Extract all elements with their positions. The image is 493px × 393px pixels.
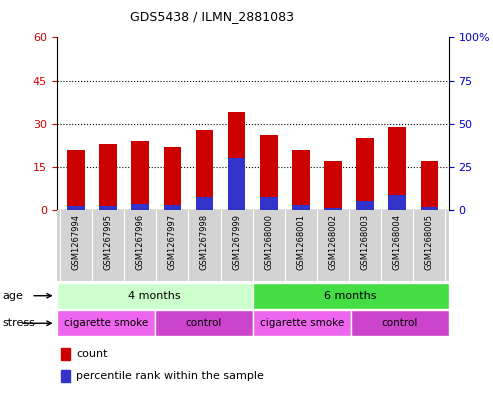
Text: GDS5438 / ILMN_2881083: GDS5438 / ILMN_2881083 [130,10,294,23]
Bar [356,138,374,210]
Bar [388,127,406,210]
Bar [57,283,252,309]
Bar [61,348,70,360]
Bar [252,283,449,309]
Bar [324,161,342,210]
Text: control: control [185,318,222,328]
Bar [228,158,246,210]
Bar [132,141,149,210]
Bar [99,144,117,210]
Bar [421,161,438,210]
Text: cigarette smoke: cigarette smoke [64,318,148,328]
Text: 6 months: 6 months [324,291,377,301]
Bar [155,310,252,336]
Text: GSM1267996: GSM1267996 [136,214,145,270]
Bar [260,197,278,210]
Bar [421,207,438,210]
Bar [164,147,181,210]
Text: cigarette smoke: cigarette smoke [259,318,344,328]
Bar [99,206,117,210]
Text: GSM1267999: GSM1267999 [232,214,241,270]
Text: GSM1267995: GSM1267995 [104,214,112,270]
Text: percentile rank within the sample: percentile rank within the sample [76,371,264,381]
Bar [57,310,155,336]
Bar [228,112,246,210]
Text: GSM1268002: GSM1268002 [328,214,338,270]
Bar [252,310,351,336]
Text: count: count [76,349,108,359]
Text: GSM1268005: GSM1268005 [425,214,434,270]
Bar [351,310,449,336]
Bar [132,204,149,210]
Bar [260,135,278,210]
Text: GSM1267997: GSM1267997 [168,214,177,270]
Bar [388,195,406,210]
Bar [164,205,181,210]
Bar [292,150,310,210]
Text: GSM1267994: GSM1267994 [71,214,80,270]
Bar [67,150,85,210]
Text: control: control [382,318,418,328]
Bar [324,208,342,210]
Text: 4 months: 4 months [128,291,181,301]
Text: GSM1268000: GSM1268000 [264,214,273,270]
Bar [196,197,213,210]
Text: GSM1268001: GSM1268001 [296,214,305,270]
Bar [61,369,70,382]
Bar [292,205,310,210]
Bar [67,206,85,210]
Bar [196,130,213,210]
Text: GSM1267998: GSM1267998 [200,214,209,270]
Bar [356,201,374,210]
Text: GSM1268003: GSM1268003 [360,214,370,270]
Text: stress: stress [2,318,35,328]
Text: age: age [2,291,23,301]
Text: GSM1268004: GSM1268004 [393,214,402,270]
